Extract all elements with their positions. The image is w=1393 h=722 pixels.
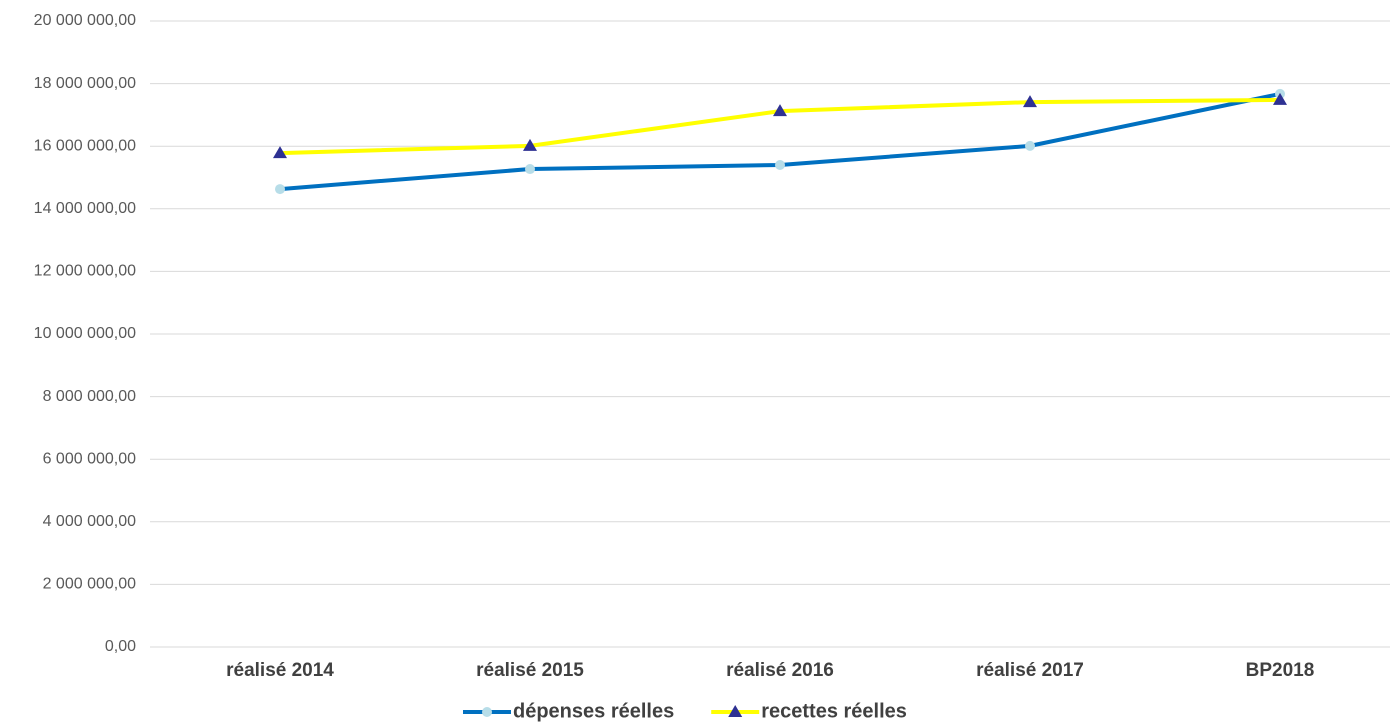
y-tick-label: 2 000 000,00 bbox=[43, 576, 137, 593]
legend-marker bbox=[728, 705, 743, 717]
legend-label: recettes réelles bbox=[761, 700, 907, 722]
y-tick-label: 8 000 000,00 bbox=[43, 388, 137, 405]
x-tick-label: réalisé 2016 bbox=[726, 660, 834, 681]
y-tick-label: 18 000 000,00 bbox=[34, 75, 136, 92]
y-tick-label: 12 000 000,00 bbox=[34, 263, 136, 280]
y-tick-label: 0,00 bbox=[105, 638, 136, 655]
x-tick-label: réalisé 2015 bbox=[476, 660, 584, 681]
y-tick-label: 6 000 000,00 bbox=[43, 450, 137, 467]
marker bbox=[773, 104, 787, 117]
x-tick-label: réalisé 2017 bbox=[976, 660, 1084, 681]
y-tick-label: 4 000 000,00 bbox=[43, 513, 137, 530]
marker bbox=[1025, 140, 1035, 151]
x-tick-label: BP2018 bbox=[1246, 660, 1315, 681]
marker bbox=[1023, 95, 1037, 108]
y-tick-label: 20 000 000,00 bbox=[34, 12, 136, 29]
y-tick-label: 14 000 000,00 bbox=[34, 200, 136, 217]
marker bbox=[275, 184, 285, 195]
marker bbox=[525, 164, 535, 175]
legend-marker bbox=[482, 707, 492, 717]
x-tick-label: réalisé 2014 bbox=[226, 660, 334, 681]
marker bbox=[273, 146, 287, 159]
marker bbox=[775, 159, 785, 170]
marker bbox=[523, 138, 537, 151]
marker bbox=[1273, 92, 1287, 105]
legend-label: dépenses réelles bbox=[513, 700, 674, 722]
y-tick-label: 10 000 000,00 bbox=[34, 325, 136, 342]
y-tick-label: 16 000 000,00 bbox=[34, 137, 136, 154]
